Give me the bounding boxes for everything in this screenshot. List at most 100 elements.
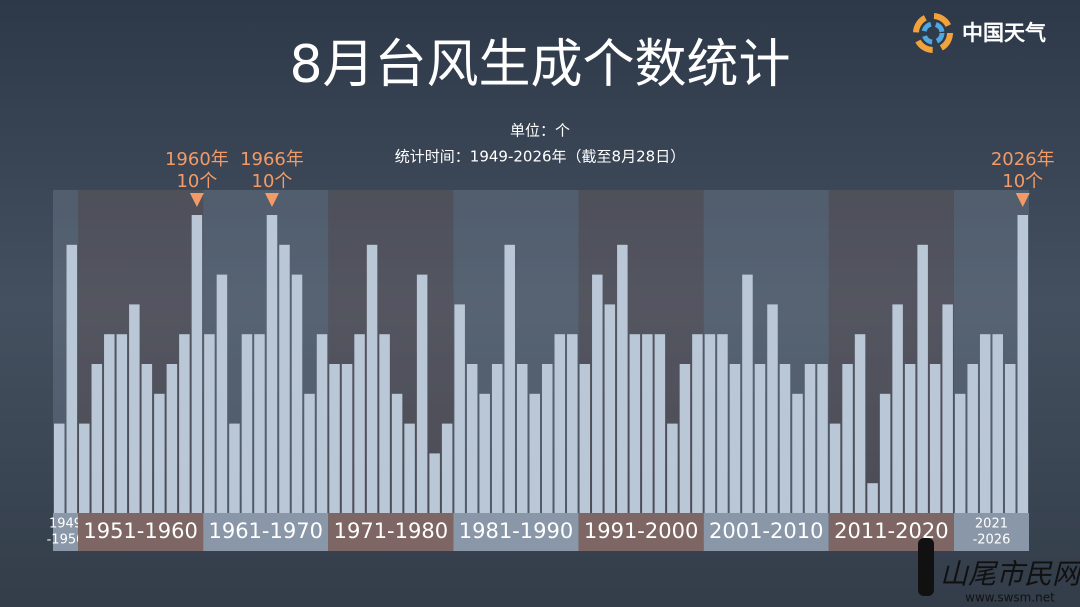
bar [79, 423, 90, 513]
bar [354, 334, 365, 513]
annotation: 10个 [1002, 171, 1043, 192]
bar [404, 423, 415, 513]
bar [91, 364, 103, 513]
bar [717, 334, 728, 513]
watermark-figure [918, 538, 934, 596]
bar [1017, 215, 1028, 513]
group-label: 2021 [975, 517, 1008, 532]
bar [279, 244, 290, 514]
bar [642, 334, 653, 513]
bar [179, 334, 190, 513]
bar [1004, 364, 1016, 513]
watermark-text: 山尾市民网 [940, 559, 1080, 590]
bar [592, 274, 603, 513]
bar [104, 334, 115, 513]
bar [667, 423, 678, 513]
bar [554, 334, 566, 513]
logo-icon [913, 13, 953, 53]
group-label-box [203, 513, 329, 551]
group-label-box [53, 513, 79, 551]
bar [767, 304, 778, 513]
group-label: 1981-1990 [459, 519, 573, 543]
bar [391, 393, 403, 513]
bar [742, 274, 753, 513]
bar [154, 393, 165, 513]
bar [979, 334, 991, 513]
bar [829, 423, 841, 513]
bar [842, 364, 853, 513]
group-label: 2001-2010 [709, 519, 823, 543]
annotation-arrow [264, 193, 279, 207]
subtitle: 单位：个 [510, 122, 570, 140]
annotation: 2026年 [991, 149, 1055, 170]
bar [441, 423, 453, 513]
bar [229, 423, 240, 513]
group-label: 1961-1970 [208, 519, 322, 543]
bar [341, 364, 353, 513]
annotation: 1966年 [240, 149, 304, 170]
bar [929, 364, 941, 513]
group-label-box [328, 513, 454, 551]
bar [967, 364, 978, 513]
group-label: -2026 [973, 533, 1011, 548]
group-label: 1991-2000 [584, 519, 698, 543]
bar [817, 364, 828, 513]
brand: 中国天气 [962, 21, 1046, 45]
bar [66, 244, 78, 514]
bar [867, 483, 878, 513]
bar [191, 215, 203, 513]
annotation-arrow [189, 193, 204, 207]
bar [892, 304, 903, 513]
bar [617, 244, 628, 514]
bar [567, 334, 578, 513]
annotation: 10个 [252, 171, 293, 192]
bar [992, 334, 1003, 513]
subtitle: 统计时间：1949-2026年（截至8月28日） [395, 148, 685, 166]
group-label-box [578, 513, 704, 551]
bar [216, 274, 228, 513]
bar [754, 364, 766, 513]
bar [329, 364, 340, 513]
bar [316, 334, 328, 513]
bar [954, 393, 966, 513]
bar [116, 334, 128, 513]
bar [542, 364, 553, 513]
bar [904, 364, 916, 513]
bar [491, 364, 503, 513]
group-label: -1950 [47, 533, 85, 548]
logo: 中国天气 [913, 13, 1046, 53]
bar [704, 334, 716, 513]
group-label-box [78, 513, 204, 551]
bar [54, 423, 65, 513]
bar [604, 304, 616, 513]
bar [804, 364, 816, 513]
bar [304, 393, 315, 513]
bar [166, 364, 178, 513]
annotation: 1960年 [165, 149, 229, 170]
group-band [953, 190, 1029, 513]
group-label-box [953, 513, 1029, 551]
bar [692, 334, 703, 513]
bar [529, 393, 540, 513]
bar [942, 304, 953, 513]
bar [416, 274, 428, 513]
bar [792, 393, 803, 513]
bar [266, 215, 278, 513]
group-label-box [453, 513, 579, 551]
group-label: 1949 [49, 517, 82, 532]
bar [516, 364, 528, 513]
bar [779, 364, 791, 513]
bar [454, 304, 465, 513]
bar [204, 334, 215, 513]
bar [241, 334, 253, 513]
bar [879, 393, 891, 513]
group-label: 1971-1980 [334, 519, 448, 543]
bar [379, 334, 390, 513]
bar [254, 334, 265, 513]
bar [429, 453, 440, 513]
bar [504, 244, 515, 514]
bar [579, 364, 591, 513]
group-label-box [703, 513, 829, 551]
